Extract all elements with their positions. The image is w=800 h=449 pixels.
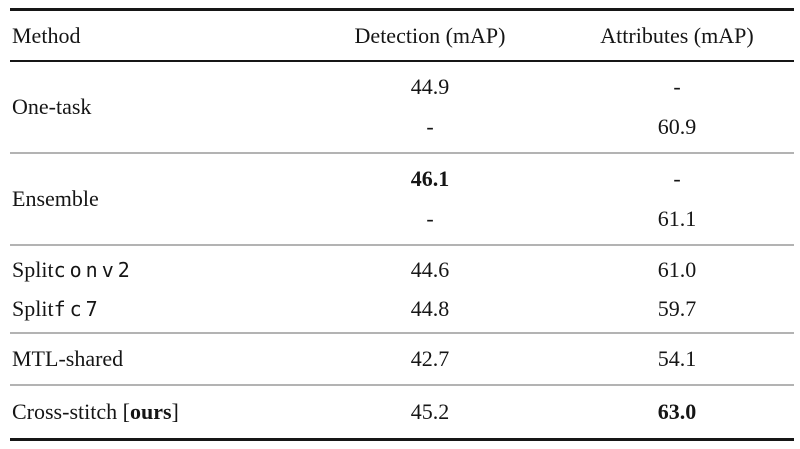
method-label-text: One-task — [12, 94, 92, 119]
method-label-text: Split — [12, 256, 54, 282]
attributes-value: 61.1 — [657, 206, 697, 231]
top-rule — [10, 8, 794, 11]
detection-value: 44.9 — [410, 74, 450, 99]
detection-value: 44.6 — [410, 256, 450, 282]
method-label-mono: conv2 — [53, 257, 134, 282]
detection-value: 46.1 — [410, 166, 450, 191]
attributes-value: 60.9 — [657, 114, 697, 139]
method-label-text: Split — [12, 295, 54, 321]
detection-value: 45.2 — [410, 399, 450, 424]
table-group-cross-stitch: Cross-stitch [ours] 45.2 63.0 — [10, 386, 794, 438]
attributes-value: 61.0 — [657, 256, 697, 282]
column-header-attributes: Attributes (mAP) — [600, 22, 754, 48]
table-group-split: Split conv2 44.6 61.0 Split fc7 44.8 59.… — [10, 246, 794, 332]
detection-value: 44.8 — [410, 295, 450, 321]
table-group-mtl-shared: MTL-shared 42.7 54.1 — [10, 334, 794, 384]
attributes-value: 63.0 — [657, 399, 697, 424]
attributes-value: - — [673, 166, 681, 191]
attributes-value: 59.7 — [657, 295, 697, 321]
method-label-suffix: ] — [171, 399, 179, 424]
table-group-one-task: One-task 44.9 - - 60.9 — [10, 62, 794, 152]
column-header-method: Method — [12, 22, 81, 48]
method-label: Ensemble — [10, 159, 300, 239]
method-label-text: Ensemble — [12, 186, 99, 211]
section-rule — [10, 332, 794, 334]
method-label-mono: fc7 — [53, 296, 102, 321]
header-rule — [10, 60, 794, 62]
section-rule — [10, 244, 794, 246]
bottom-rule — [10, 438, 794, 441]
table-header-row: Method Detection (mAP) Attributes (mAP) — [10, 11, 794, 60]
method-label: MTL-shared — [10, 334, 300, 384]
results-table: Method Detection (mAP) Attributes (mAP) … — [10, 8, 794, 441]
attributes-value: 54.1 — [657, 346, 697, 371]
method-label: One-task — [10, 67, 300, 147]
detection-value: - — [426, 114, 434, 139]
section-rule — [10, 384, 794, 386]
detection-value: 42.7 — [410, 346, 450, 371]
method-label: Split fc7 — [10, 289, 300, 328]
method-label-text: Cross-stitch [ — [12, 399, 130, 424]
method-label: Cross-stitch [ours] — [10, 386, 300, 438]
method-label-bold: ours — [129, 399, 172, 424]
method-label: Split conv2 — [10, 250, 300, 289]
column-header-detection: Detection (mAP) — [354, 22, 506, 48]
table-group-ensemble: Ensemble 46.1 - - 61.1 — [10, 154, 794, 244]
section-rule — [10, 152, 794, 154]
attributes-value: - — [673, 74, 681, 99]
method-label-text: MTL-shared — [12, 346, 124, 371]
detection-value: - — [426, 206, 434, 231]
